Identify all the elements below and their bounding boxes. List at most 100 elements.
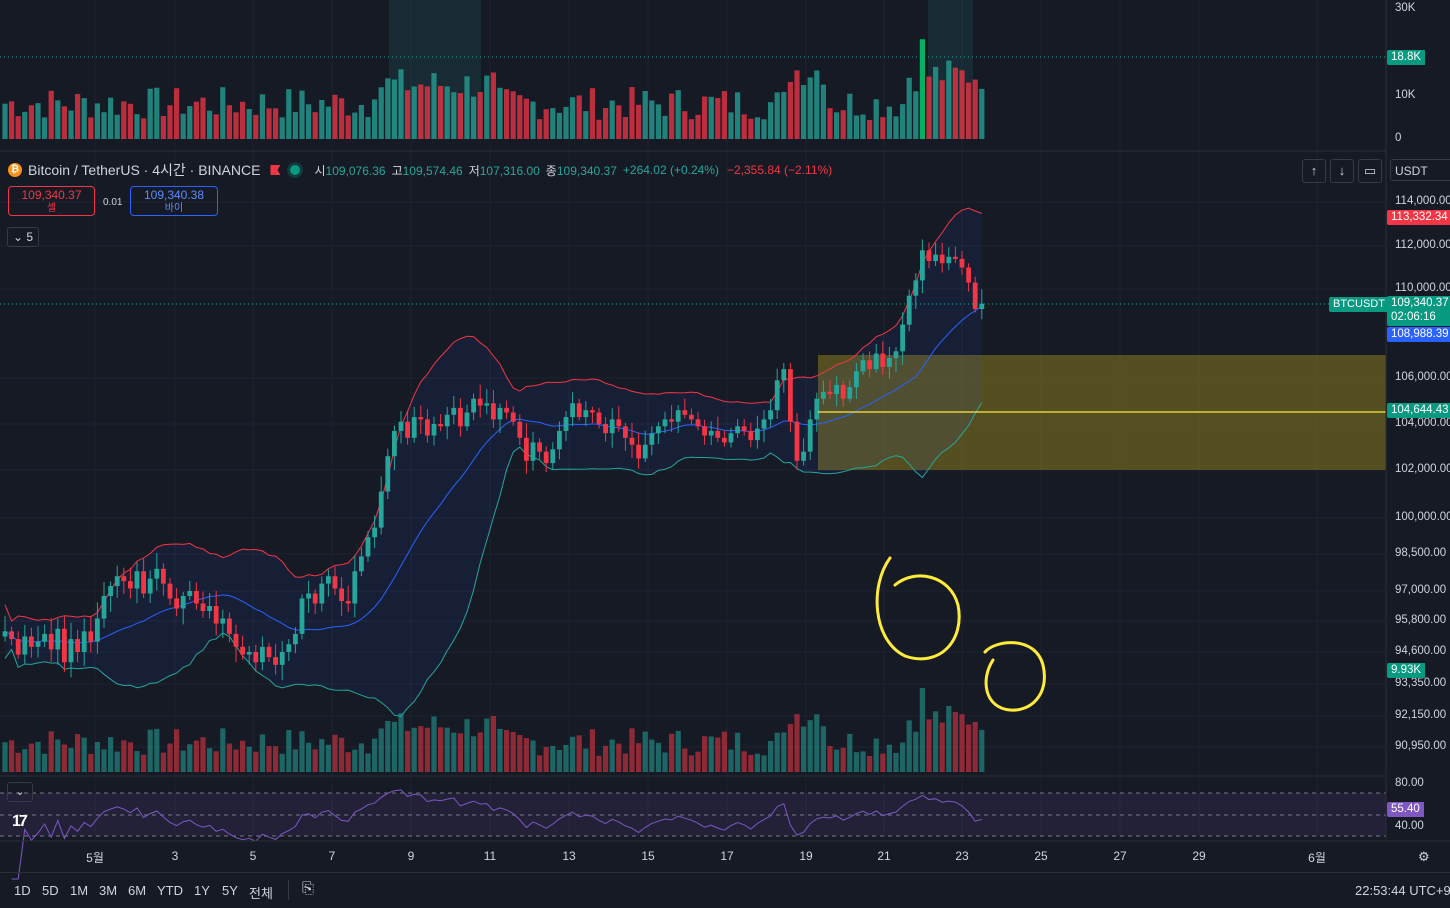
date-range-icon[interactable]: ⎘ [302,880,315,897]
volume-bar [332,94,338,139]
symbol-title[interactable]: Bitcoin / TetherUS · 4시간 · BINANCE [28,162,261,178]
timeframe-1M[interactable]: 1M [70,883,89,898]
volume-bar [490,72,496,139]
arrow-up-icon[interactable]: ↑ [1302,159,1326,183]
volume-bar-overlay [431,716,437,772]
indicators-toggle[interactable]: ⌄ 5 [7,227,39,247]
bottom-toolbar [0,872,1450,908]
volume-bar-overlay [42,753,48,772]
sell-button[interactable]: 109,340.37 셀 [8,186,95,216]
tradingview-logo-icon[interactable]: 17 [12,813,28,830]
volume-bar [292,112,298,139]
maximize-icon[interactable]: ▭ [1358,159,1382,183]
time-axis-label: 27 [1113,849,1127,863]
volume-bar-overlay [774,732,780,772]
candle-body [293,633,298,645]
settings-gear-icon[interactable]: ⚙ [1418,849,1430,864]
volume-bar-overlay [550,745,556,772]
candle-body [576,403,582,418]
timeframe-1D[interactable]: 1D [14,883,31,898]
annotation-zero[interactable] [983,641,1046,712]
volume-bar-overlay [900,742,906,772]
volume-bar-overlay [48,731,54,772]
volume-bar-overlay [94,742,100,772]
timeframe-전체[interactable]: 전체 [249,886,273,901]
candle-body [530,442,536,461]
volume-bar-overlay [141,754,147,772]
volume-bar-overlay [398,713,404,772]
volume-bar [28,105,34,139]
volume-bar-overlay [332,734,338,772]
volume-bar-overlay [556,749,562,772]
volume-bar-overlay [576,735,582,772]
volume-bar [847,93,853,139]
volume-bar [616,105,622,139]
volume-bar [35,103,41,139]
volume-bar [754,117,760,139]
candle-body [458,407,463,427]
volume-bar-overlay [649,739,655,772]
candle-body [972,282,978,310]
timeframe-1Y[interactable]: 1Y [194,883,210,898]
currency-select[interactable]: USDT [1390,159,1450,181]
volume-bar [451,92,457,139]
timeframe-3M[interactable]: 3M [99,883,118,898]
volume-bar-overlay [180,750,186,772]
volume-bar-overlay [490,715,496,772]
volume-tag: 18.8K [1387,50,1426,65]
volume-bar [807,77,813,139]
time-axis-label: 13 [562,849,576,863]
volume-bar-overlay [688,755,694,772]
volume-bar-overlay [108,737,114,772]
timeframe-5D[interactable]: 5D [42,883,59,898]
volume-bar-overlay [266,746,272,772]
volume-bar-overlay [438,727,444,772]
bitcoin-icon: ₿ [8,163,22,177]
sell-label: 셀 [46,203,57,214]
volume-bar-overlay [147,729,153,772]
last-price-tag: 109,340.37 02:06:16 [1387,296,1450,326]
volume-bar-overlay [893,752,899,772]
volume-bar [715,98,721,139]
toolbar-divider [288,880,289,900]
buy-button[interactable]: 109,340.38 바이 [130,186,218,216]
volume-bar [655,104,661,139]
volume-bar [675,90,681,139]
volume-bar-overlay [312,749,318,772]
volume-bar [22,111,28,139]
candle-body [906,295,912,325]
volume-bar [94,103,100,139]
candle-body [68,639,74,663]
volume-bar [226,105,232,139]
volume-bar [339,98,345,139]
volume-bar-overlay [979,729,985,772]
volume-bar-overlay [959,714,965,772]
candle-body [2,631,8,637]
clock[interactable]: 22:53:44 UTC+9 [1355,883,1450,898]
arrow-down-icon[interactable]: ↓ [1330,159,1354,183]
chevron-down-icon: ⌄ [15,786,25,798]
volume-bar [827,108,833,139]
rsi-collapse-button[interactable]: ⌄ [7,782,33,802]
volume-bar [48,90,54,139]
candle-body [108,586,113,596]
symbol-header[interactable]: ₿ Bitcoin / TetherUS · 4시간 · BINANCE 시10… [8,159,832,181]
volume-bar-overlay [167,743,173,772]
volume-bar [286,89,292,139]
candle-body [682,410,688,415]
price-axis-label: 112,000.00 [1395,239,1450,251]
volume-bar-overlay [365,753,371,772]
annotation-six[interactable] [875,556,961,661]
hand-drawn-annotations[interactable] [875,556,1046,712]
volume-bar-overlay [35,741,41,772]
volume-bar [596,119,602,139]
timeframe-6M[interactable]: 6M [128,883,147,898]
market-status-icon[interactable] [290,165,301,175]
timeframe-YTD[interactable]: YTD [157,883,183,898]
timeframe-5Y[interactable]: 5Y [222,883,238,898]
candle-body [854,371,859,388]
flag-icon[interactable] [270,165,281,175]
candle-body [161,568,166,584]
candle-body [411,417,417,438]
